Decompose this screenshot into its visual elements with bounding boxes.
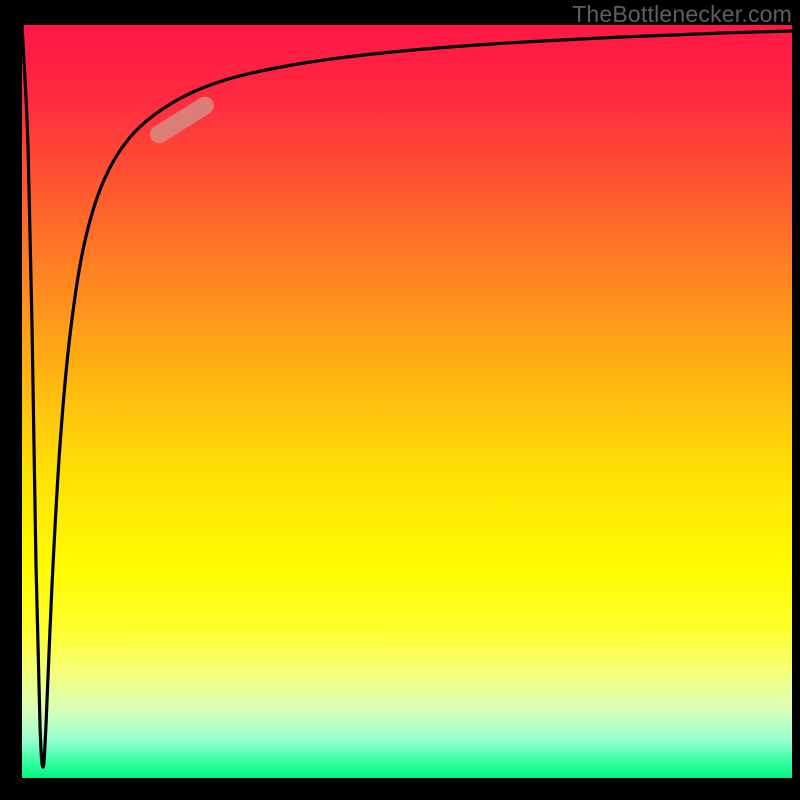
chart-frame: TheBottlenecker.com — [0, 0, 800, 800]
gradient-background — [22, 25, 792, 778]
plot-area — [22, 25, 792, 778]
attribution-text: TheBottlenecker.com — [572, 1, 792, 28]
plot-svg — [22, 25, 792, 778]
